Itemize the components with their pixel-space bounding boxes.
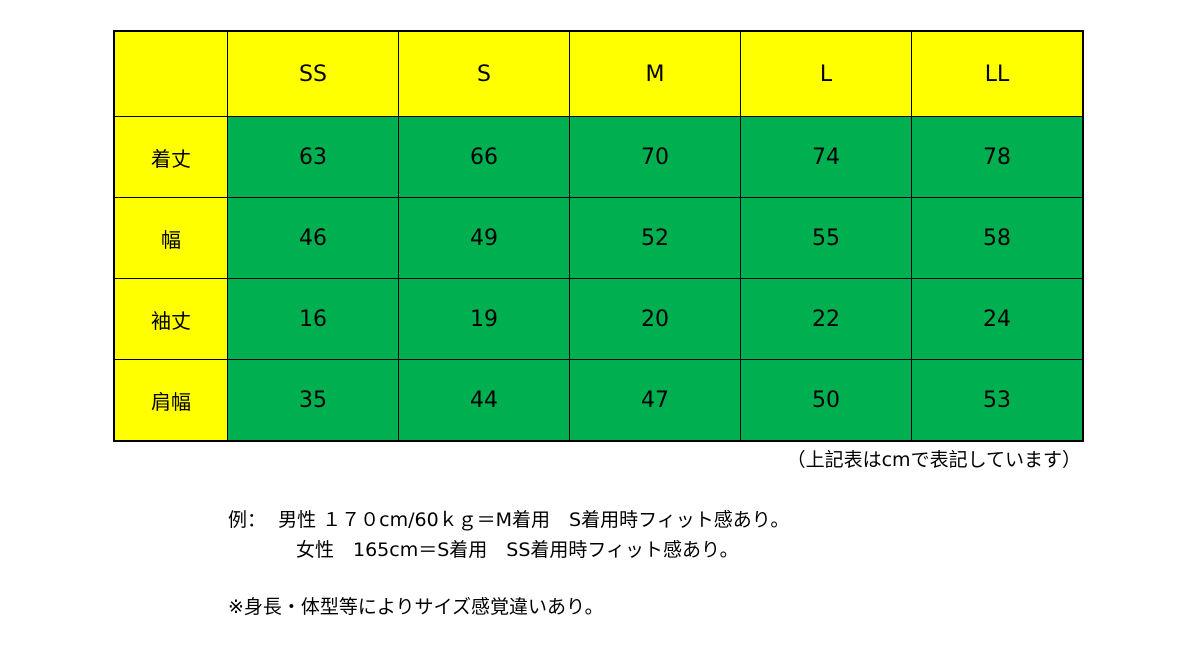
value-cell: 78 <box>911 116 1084 198</box>
disclaimer: ※身長・体型等によりサイズ感覚違いあり。 <box>228 596 604 618</box>
value-cell: 44 <box>398 359 570 442</box>
size-header: L <box>740 30 912 117</box>
size-table: SS S M L LL 着丈 63 66 70 74 78 幅 46 49 52… <box>113 30 1084 442</box>
value-cell: 49 <box>398 197 570 279</box>
example-line-2: 女性 165cm＝S着用 SS着用時フィット感あり。 <box>296 539 739 561</box>
row-label: 着丈 <box>113 116 228 198</box>
value-cell: 66 <box>398 116 570 198</box>
size-header: LL <box>911 30 1084 117</box>
value-cell: 46 <box>227 197 399 279</box>
corner-cell <box>113 30 228 117</box>
value-cell: 55 <box>740 197 912 279</box>
value-cell: 58 <box>911 197 1084 279</box>
value-cell: 50 <box>740 359 912 442</box>
size-header: M <box>569 30 741 117</box>
size-header: S <box>398 30 570 117</box>
value-cell: 47 <box>569 359 741 442</box>
row-label: 肩幅 <box>113 359 228 442</box>
value-cell: 19 <box>398 278 570 360</box>
size-header: SS <box>227 30 399 117</box>
value-cell: 22 <box>740 278 912 360</box>
value-cell: 70 <box>569 116 741 198</box>
value-cell: 16 <box>227 278 399 360</box>
unit-note: （上記表はcmで表記しています） <box>786 449 1081 471</box>
example-line-1: 例： 男性 １７０cm/60ｋｇ＝M着用 S着用時フィット感あり。 <box>228 509 790 531</box>
table-row: 着丈 63 66 70 74 78 <box>113 116 1084 198</box>
value-cell: 20 <box>569 278 741 360</box>
row-label: 袖丈 <box>113 278 228 360</box>
value-cell: 74 <box>740 116 912 198</box>
value-cell: 35 <box>227 359 399 442</box>
table-row: 肩幅 35 44 47 50 53 <box>113 359 1084 442</box>
table-row: 幅 46 49 52 55 58 <box>113 197 1084 279</box>
header-row: SS S M L LL <box>113 30 1084 117</box>
value-cell: 24 <box>911 278 1084 360</box>
value-cell: 53 <box>911 359 1084 442</box>
value-cell: 52 <box>569 197 741 279</box>
row-label: 幅 <box>113 197 228 279</box>
value-cell: 63 <box>227 116 399 198</box>
table-row: 袖丈 16 19 20 22 24 <box>113 278 1084 360</box>
